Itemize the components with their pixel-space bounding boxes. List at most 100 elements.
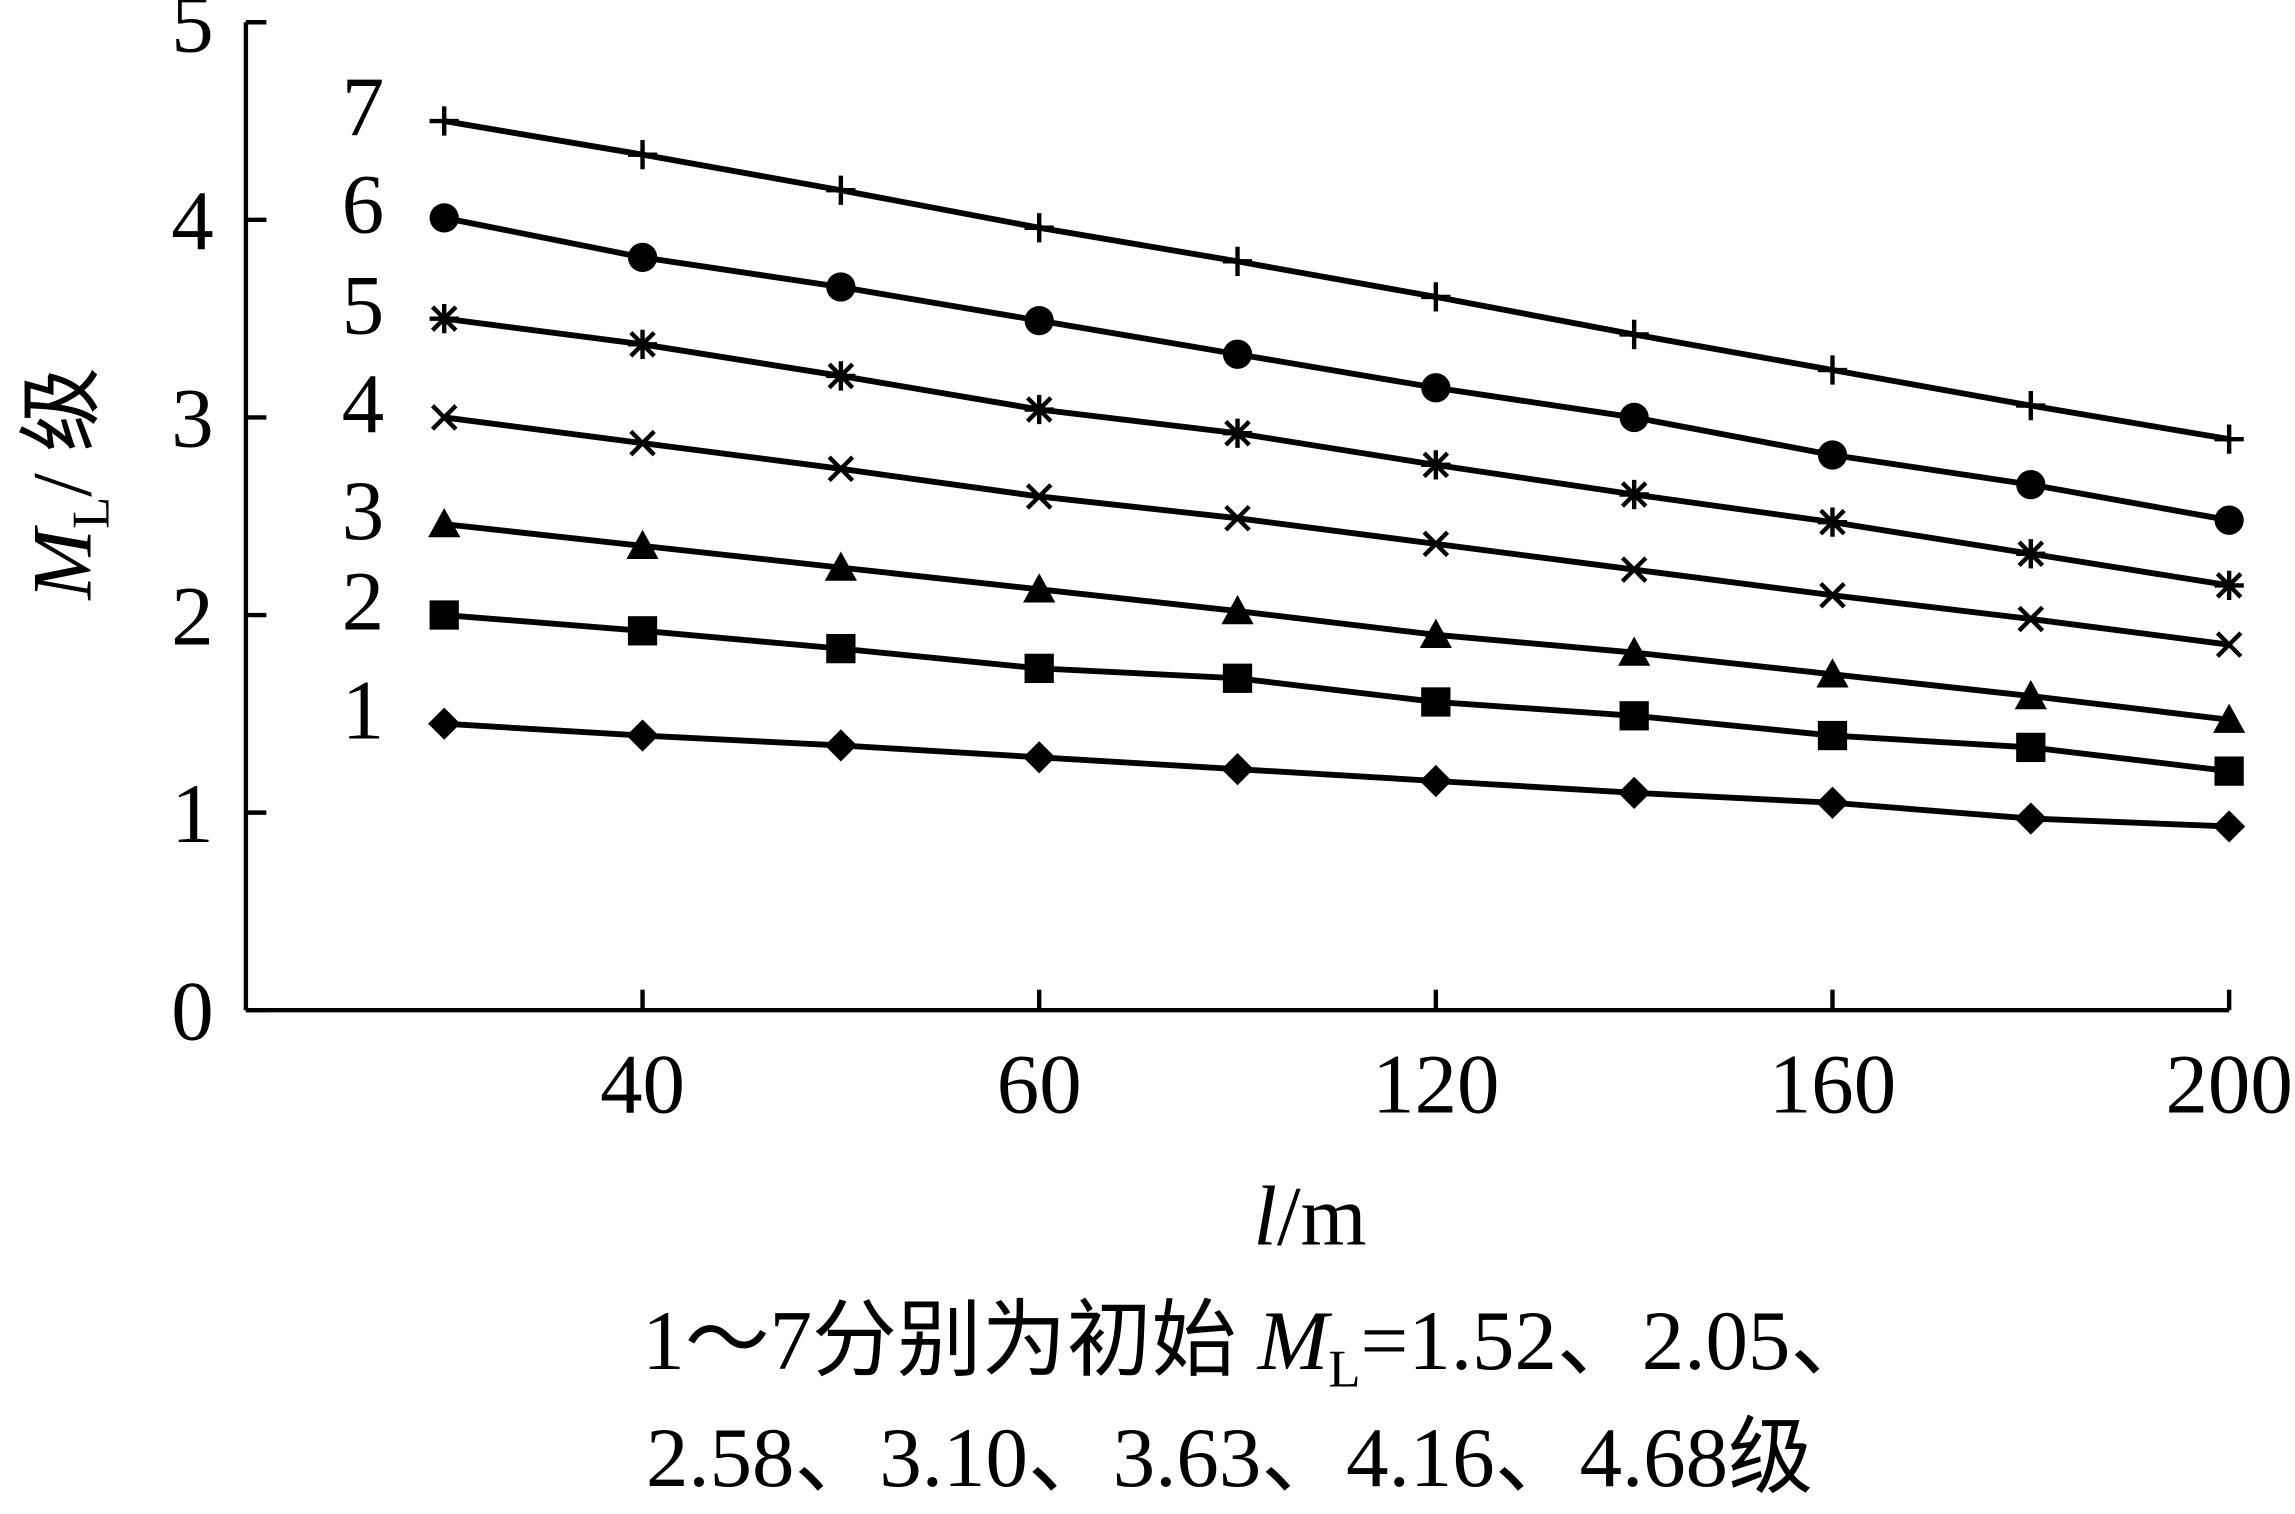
y-axis-label: ML/ 级 xyxy=(16,367,121,601)
marker xyxy=(1421,373,1451,403)
marker xyxy=(2016,539,2046,569)
marker xyxy=(2214,756,2244,786)
x-tick-label: 60 xyxy=(997,1038,1082,1132)
marker xyxy=(1817,355,1848,385)
series-label: 3 xyxy=(342,464,384,558)
marker xyxy=(1222,339,1253,369)
marker xyxy=(826,272,856,302)
marker xyxy=(1419,764,1452,798)
series-label: 1 xyxy=(342,663,384,757)
marker xyxy=(430,404,458,431)
marker xyxy=(1419,618,1452,648)
x-tick-label: 200 xyxy=(2165,1038,2292,1132)
x-axis-label: l/m xyxy=(1253,1169,1366,1263)
marker xyxy=(1421,282,1451,312)
marker xyxy=(1817,720,1848,751)
marker xyxy=(1222,663,1253,693)
marker xyxy=(1619,402,1649,433)
series-line xyxy=(443,414,2230,648)
series-label: 5 xyxy=(342,258,384,352)
marker xyxy=(1619,479,1649,510)
marker xyxy=(2213,703,2246,733)
marker xyxy=(2016,390,2046,421)
marker xyxy=(1024,213,1054,243)
marker xyxy=(428,707,461,740)
marker xyxy=(1224,504,1251,532)
marker xyxy=(1221,594,1254,625)
marker xyxy=(2014,679,2047,710)
marker xyxy=(826,633,856,664)
marker xyxy=(1024,394,1054,425)
marker xyxy=(1619,701,1649,731)
marker xyxy=(2016,732,2046,763)
marker xyxy=(826,361,856,391)
marker xyxy=(1819,582,1846,609)
marker xyxy=(429,203,459,233)
series-label: 7 xyxy=(342,61,384,155)
marker xyxy=(627,329,658,359)
marker xyxy=(1618,636,1651,666)
marker xyxy=(429,106,459,136)
marker xyxy=(824,729,857,762)
marker xyxy=(824,551,857,581)
y-tick-label: 5 xyxy=(171,0,213,71)
marker xyxy=(1222,246,1253,276)
series-line xyxy=(444,720,2230,830)
series-label: 6 xyxy=(342,158,384,252)
marker xyxy=(1816,658,1849,688)
y-tick-label: 3 xyxy=(171,372,213,466)
series-line xyxy=(443,521,2230,723)
marker xyxy=(1619,319,1649,350)
series-line xyxy=(443,214,2230,524)
y-tick-label: 2 xyxy=(171,569,213,663)
marker xyxy=(2213,810,2246,843)
marker xyxy=(827,455,855,483)
marker xyxy=(1618,776,1651,809)
marker xyxy=(1222,418,1253,448)
marker xyxy=(1421,687,1451,717)
series-label: 2 xyxy=(342,555,384,649)
marker xyxy=(1816,786,1849,819)
marker xyxy=(627,616,658,646)
series-line xyxy=(443,315,2230,589)
marker xyxy=(1023,573,1056,603)
marker xyxy=(1024,305,1054,336)
marker xyxy=(429,304,459,334)
x-tick-label: 160 xyxy=(1769,1038,1896,1132)
marker xyxy=(629,429,656,457)
marker xyxy=(1025,483,1053,510)
marker xyxy=(428,508,461,538)
marker xyxy=(2017,605,2045,633)
marker xyxy=(2214,570,2244,601)
marker xyxy=(2214,424,2244,454)
series-line xyxy=(443,612,2230,775)
y-tick-label: 1 xyxy=(171,767,213,861)
marker xyxy=(1221,753,1254,786)
marker xyxy=(626,529,659,560)
marker xyxy=(1817,507,1848,537)
marker xyxy=(627,242,658,273)
marker xyxy=(826,175,856,205)
series-line xyxy=(443,118,2230,443)
marker xyxy=(1421,450,1451,480)
marker xyxy=(1817,440,1848,470)
marker xyxy=(2215,631,2243,658)
y-tick-label: 4 xyxy=(171,174,213,268)
marker xyxy=(1422,530,1450,558)
x-tick-label: 120 xyxy=(1372,1038,1499,1132)
y-tick-label: 0 xyxy=(171,964,213,1058)
marker xyxy=(2214,505,2244,535)
marker xyxy=(2016,469,2046,500)
caption-line: 2.58、3.10、3.63、4.16、4.68级 xyxy=(646,1411,1813,1505)
x-tick-label: 40 xyxy=(600,1038,685,1132)
caption-line: 1～7分别为初始 ML=1.52、2.05、 xyxy=(642,1294,1875,1399)
marker xyxy=(1620,556,1648,583)
marker xyxy=(2014,802,2047,835)
marker xyxy=(626,719,659,752)
series-label: 4 xyxy=(342,357,384,451)
marker xyxy=(627,139,658,170)
marker xyxy=(1024,653,1054,684)
marker xyxy=(429,600,459,630)
marker xyxy=(1023,741,1056,774)
